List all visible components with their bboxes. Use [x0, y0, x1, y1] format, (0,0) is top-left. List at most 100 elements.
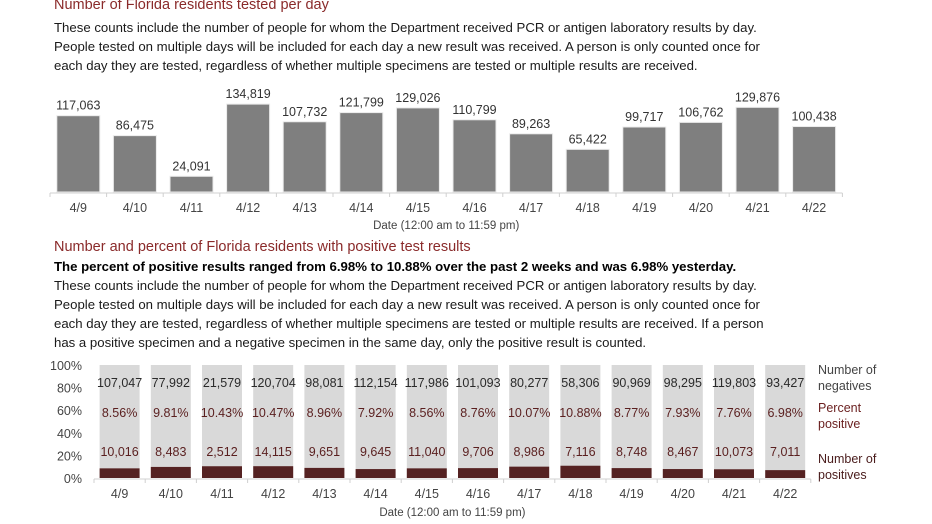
percent-positive-label: 10.47%	[252, 406, 294, 420]
positives-value-label: 8,748	[616, 445, 647, 459]
tested-value-label: 24,091	[172, 159, 210, 173]
x-tick-label: 4/17	[519, 201, 543, 215]
negatives-value-label: 80,277	[510, 376, 548, 390]
x-tick-label: 4/21	[722, 487, 746, 501]
tested-per-day-chart: 117,063 4/9 86,475 4/10 24,091 4/11 134,819 4/1…	[49, 87, 843, 232]
negatives-bar	[99, 365, 140, 469]
negatives-bar	[150, 365, 191, 467]
positives-bar	[509, 466, 550, 478]
percent-positive-label: 10.07%	[508, 406, 550, 420]
positives-value-label: 9,706	[462, 445, 493, 459]
y-tick-label: 60%	[57, 404, 82, 418]
percent-positive-label: 8.77%	[614, 406, 649, 420]
x-tick-label: 4/17	[517, 487, 541, 501]
positives-value-label: 7,116	[565, 445, 595, 459]
tested-value-label: 100,438	[792, 110, 837, 124]
negatives-bar	[765, 365, 806, 471]
y-tick-label: 20%	[57, 449, 82, 463]
positives-bar	[765, 470, 806, 478]
x-tick-label: 4/18	[576, 201, 600, 215]
percent-positive-label: 8.56%	[409, 406, 444, 420]
positives-bar	[253, 466, 294, 478]
tested-value-label: 86,475	[116, 119, 154, 133]
negatives-bar	[662, 365, 703, 470]
chart2-description-line: each day they are tested, regardless of …	[54, 316, 764, 331]
positives-bar	[99, 468, 140, 478]
positives-bar	[560, 465, 601, 478]
x-tick-label: 4/18	[568, 487, 592, 501]
negatives-bar	[406, 365, 447, 469]
legend-positives-line2: positives	[818, 468, 867, 482]
positives-bar	[202, 466, 242, 478]
x-tick-label: 4/20	[671, 487, 695, 501]
legend-negatives-line1: Number of	[818, 363, 877, 377]
legend-percent-positive-line2: positive	[818, 417, 860, 431]
positives-bar	[150, 466, 191, 478]
tested-bar	[452, 119, 497, 193]
positives-value-label: 14,115	[255, 445, 292, 459]
negatives-value-label: 98,081	[305, 376, 343, 390]
positives-value-label: 8,483	[155, 445, 186, 459]
tested-value-label: 110,799	[452, 103, 496, 117]
chart2-summary: The percent of positive results ranged f…	[54, 259, 737, 274]
tested-bar	[56, 115, 101, 193]
negatives-bar	[611, 365, 652, 469]
x-axis-title: Date (12:00 am to 11:59 pm)	[373, 220, 519, 232]
percent-positive-label: 7.76%	[716, 406, 751, 420]
y-tick-label: 0%	[64, 472, 82, 486]
negatives-bar	[355, 365, 396, 470]
negatives-bar	[304, 365, 345, 468]
tested-bar	[282, 121, 327, 193]
percent-positive-label: 7.93%	[665, 406, 700, 420]
tested-bar	[678, 121, 723, 193]
negatives-value-label: 90,969	[612, 376, 650, 390]
negatives-value-label: 77,992	[152, 376, 190, 390]
negatives-bar	[202, 365, 242, 467]
x-axis-title: Date (12:00 am to 11:59 pm)	[379, 507, 525, 519]
percent-positive-label: 8.56%	[102, 406, 137, 420]
x-tick-label: 4/12	[236, 201, 260, 215]
positives-bar	[714, 469, 754, 478]
positives-value-label: 9,651	[309, 445, 340, 459]
positives-bar	[458, 468, 498, 478]
chart2-description-line: has a positive specimen and a negative s…	[54, 335, 647, 350]
positives-bar	[611, 468, 652, 478]
percent-positive-label: 10.88%	[559, 406, 601, 420]
tested-bar	[622, 126, 667, 193]
chart2-description-line: People tested on multiple days will be i…	[54, 297, 760, 312]
x-tick-label: 4/16	[466, 487, 490, 501]
x-tick-label: 4/14	[363, 487, 387, 501]
x-tick-label: 4/10	[159, 487, 183, 501]
positives-value-label: 7,011	[770, 445, 800, 459]
x-tick-label: 4/10	[123, 201, 147, 215]
negatives-value-label: 112,154	[353, 376, 397, 390]
positives-value-label: 8,986	[514, 445, 545, 459]
tested-bar	[792, 126, 837, 193]
y-tick-label: 100%	[50, 359, 82, 373]
negatives-bar	[714, 365, 754, 470]
chart1-description-line: These counts include the number of peopl…	[54, 20, 757, 35]
negatives-value-label: 98,295	[664, 376, 702, 390]
negatives-value-label: 119,803	[712, 376, 756, 390]
x-tick-label: 4/20	[689, 201, 713, 215]
y-tick-label: 80%	[57, 382, 82, 396]
x-tick-label: 4/15	[415, 487, 439, 501]
negatives-value-label: 58,306	[561, 376, 599, 390]
tested-bar	[565, 148, 610, 193]
positives-value-label: 8,467	[667, 445, 698, 459]
positives-value-label: 10,073	[715, 445, 753, 459]
x-tick-label: 4/12	[261, 487, 285, 501]
tested-bar	[169, 175, 214, 193]
chart2-description-line: These counts include the number of peopl…	[54, 278, 757, 293]
x-tick-label: 4/9	[111, 487, 128, 501]
tested-value-label: 107,732	[282, 105, 327, 119]
x-tick-label: 4/19	[632, 201, 656, 215]
percent-positive-label: 9.81%	[153, 406, 188, 420]
percent-positive-label: 7.92%	[358, 406, 393, 420]
negatives-value-label: 107,047	[97, 376, 142, 390]
x-tick-label: 4/14	[349, 201, 373, 215]
negatives-value-label: 117,986	[405, 376, 449, 390]
x-tick-label: 4/19	[619, 487, 643, 501]
chart1-description-line: each day they are tested, regardless of …	[54, 58, 698, 73]
